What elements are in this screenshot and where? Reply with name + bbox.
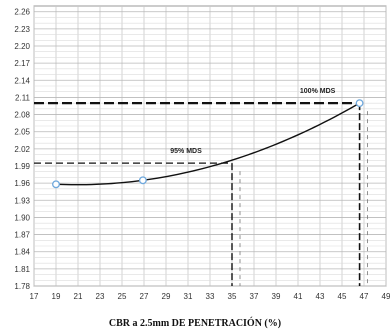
grid [33, 6, 387, 287]
x-tick-label: 37 [250, 292, 259, 301]
y-tick-label: 1.99 [14, 162, 30, 171]
x-tick-label: 41 [294, 292, 303, 301]
data-point [355, 99, 364, 108]
x-tick-label: 47 [360, 292, 369, 301]
y-tick-label: 2.23 [14, 25, 30, 34]
x-tick-label: 23 [96, 292, 105, 301]
x-tick-label: 43 [316, 292, 325, 301]
x-tick-label: 35 [228, 292, 237, 301]
y-tick-label: 1.96 [14, 179, 30, 188]
x-tick-label: 33 [206, 292, 215, 301]
reference-lines [34, 102, 369, 286]
y-tick-label: 2.17 [14, 59, 30, 68]
y-tick-label: 1.84 [14, 248, 30, 257]
y-tick-label: 2.11 [15, 93, 31, 102]
y-tick-label: 2.14 [14, 76, 30, 85]
annotation-label: 95% MDS [170, 148, 202, 155]
x-tick-label: 49 [382, 292, 390, 301]
x-axis-ticks: 17 19 21 23 25 27 29 31 33 35 37 39 41 43 45 47 49 [30, 292, 390, 301]
annotation-label: 100% MDS [300, 88, 336, 95]
y-axis-ticks: 1.78 1.81 1.84 1.87 1.90 1.93 1.96 1.99 2.02 2.05… [14, 8, 30, 291]
y-tick-label: 2.02 [14, 145, 30, 154]
y-tick-label: 1.78 [14, 282, 30, 291]
x-tick-label: 21 [74, 292, 83, 301]
y-tick-label: 1.90 [14, 213, 30, 222]
y-tick-label: 2.08 [14, 111, 30, 120]
y-tick-label: 1.93 [14, 196, 30, 205]
y-tick-label: 2.05 [14, 128, 30, 137]
y-tick-label: 2.20 [14, 42, 30, 51]
series-line [55, 102, 360, 186]
annotations: 100% MDS 95% MDS [170, 88, 335, 155]
x-tick-label: 25 [118, 292, 127, 301]
x-tick-label: 27 [140, 292, 149, 301]
x-tick-label: 31 [184, 292, 193, 301]
data-point [138, 176, 147, 185]
x-tick-label: 45 [338, 292, 347, 301]
x-tick-label: 19 [52, 292, 61, 301]
x-tick-label: 17 [30, 292, 39, 301]
y-tick-label: 2.26 [14, 8, 30, 17]
x-tick-label: 29 [162, 292, 171, 301]
x-axis-label: CBR a 2.5mm DE PENETRACIÓN (%) [108, 318, 282, 329]
data-series [52, 99, 364, 189]
y-tick-label: 1.87 [14, 231, 30, 240]
y-tick-label: 1.81 [14, 265, 30, 274]
data-point [52, 180, 60, 189]
x-tick-label: 39 [272, 292, 281, 301]
